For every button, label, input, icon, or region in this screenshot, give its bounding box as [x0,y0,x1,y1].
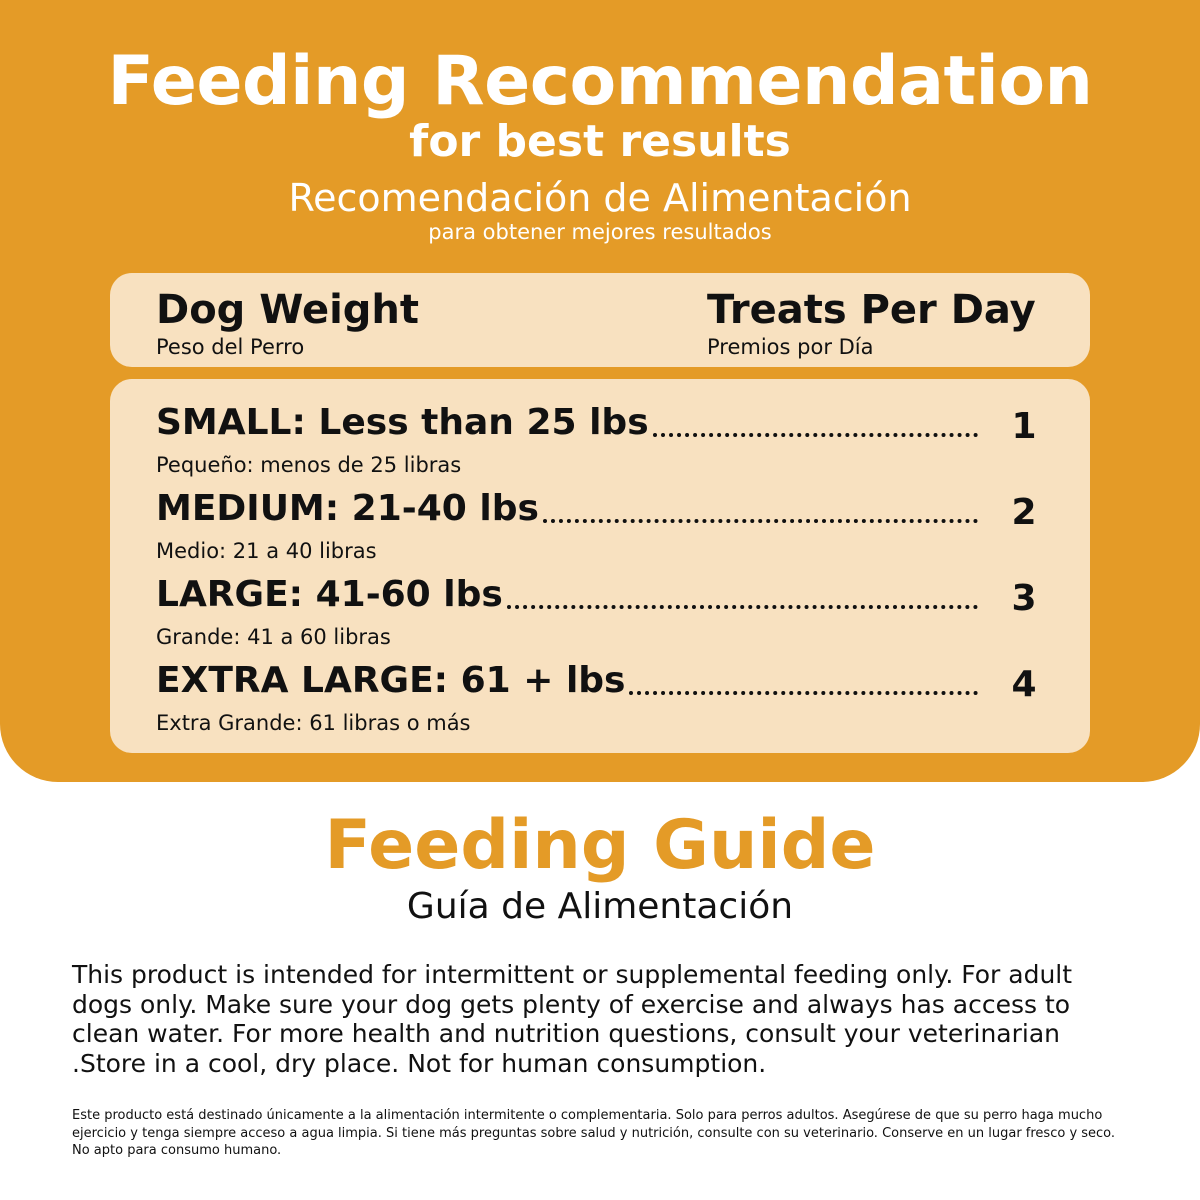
row-label: EXTRA LARGE: 61 + lbs [156,660,626,701]
feeding-guide-text-es: Este producto está destinado únicamente … [72,1108,1116,1158]
row-label: MEDIUM: 21-40 lbs [156,488,539,529]
row-label: SMALL: Less than 25 lbs [156,402,649,443]
row-value: 1 [1011,406,1037,447]
page-subtitle-es: para obtener mejores resultados [428,220,772,244]
row-value: 3 [1011,578,1037,619]
table-row-medium: MEDIUM: 21-40 lbs 2 Medio: 21 a 40 libra… [156,485,1044,571]
dotted-leader [652,429,978,437]
table-rows-card: SMALL: Less than 25 lbs 1 Pequeño: menos… [110,379,1090,753]
dotted-leader [542,515,978,523]
page-subtitle: for best results [409,116,791,167]
table-header-card: Dog Weight Peso del Perro Treats Per Day… [110,273,1090,367]
feeding-guide-text: This product is intended for intermitten… [72,960,1073,1078]
feeding-guide-title-es: Guía de Alimentación [406,886,794,927]
column-subtitle: Premios por Día [707,335,874,359]
row-value: 2 [1011,492,1037,533]
feeding-guide-title: Feeding Guide [324,806,876,885]
row-leader-line: EXTRA LARGE: 61 + lbs [156,657,982,705]
column-title: Dog Weight [156,287,420,333]
dotted-leader [629,687,978,695]
page-title: Feeding Recommendation [107,42,1093,121]
row-label-es: Medio: 21 a 40 libras [156,539,377,563]
row-label-es: Pequeño: menos de 25 libras [156,453,462,477]
row-leader-line: SMALL: Less than 25 lbs [156,399,982,447]
column-title: Treats Per Day [707,287,1036,333]
table-row-extra-large: EXTRA LARGE: 61 + lbs 4 Extra Grande: 61… [156,657,1044,743]
column-subtitle: Peso del Perro [156,335,305,359]
dotted-leader [506,601,978,609]
table-row-small: SMALL: Less than 25 lbs 1 Pequeño: menos… [156,399,1044,485]
row-value: 4 [1011,664,1037,705]
column-header-treats-per-day: Treats Per Day Premios por Día [707,287,1036,361]
row-label-es: Extra Grande: 61 libras o más [156,711,471,735]
row-leader-line: MEDIUM: 21-40 lbs [156,485,982,533]
table-row-large: LARGE: 41-60 lbs 3 Grande: 41 a 60 libra… [156,571,1044,657]
column-header-dog-weight: Dog Weight Peso del Perro [156,287,419,361]
recommendation-panel: Feeding Recommendation for best results … [0,0,1200,782]
row-leader-line: LARGE: 41-60 lbs [156,571,982,619]
page-title-es: Recomendación de Alimentación [288,176,912,220]
row-label-es: Grande: 41 a 60 libras [156,625,391,649]
row-label: LARGE: 41-60 lbs [156,574,503,615]
